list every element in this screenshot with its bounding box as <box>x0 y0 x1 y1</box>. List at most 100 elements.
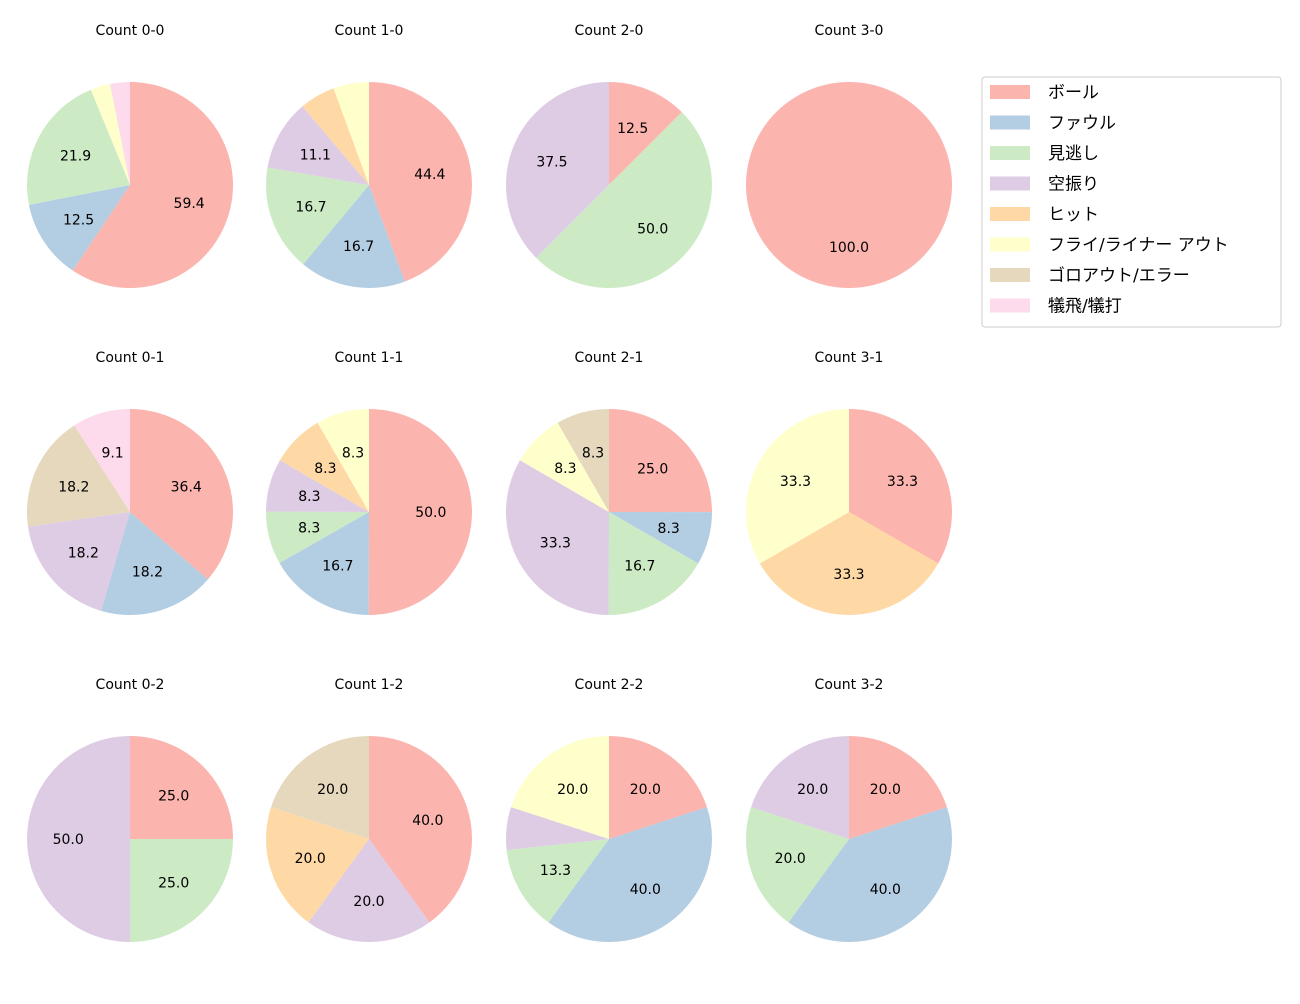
slice-label: 18.2 <box>58 479 89 495</box>
slice-label: 20.0 <box>630 782 661 798</box>
slice-label: 16.7 <box>624 559 655 575</box>
pie-count-2-1: Count 2-1 25.0 8.3 16.7 33.3 8.3 8.3 <box>506 350 712 616</box>
slice-label: 8.3 <box>582 445 604 461</box>
slice-label: 20.0 <box>797 782 828 798</box>
slice-2 <box>27 89 131 205</box>
pie-title: Count 2-1 <box>575 350 644 366</box>
slice-label: 8.3 <box>298 521 320 537</box>
slice-3 <box>267 106 369 185</box>
slice-label: 12.5 <box>63 212 94 228</box>
slice-3 <box>506 460 609 615</box>
slice-label: 36.4 <box>171 479 202 495</box>
slice-0 <box>72 82 233 288</box>
slice-4 <box>759 512 939 615</box>
slice-5 <box>511 736 609 839</box>
pie-count-1-1: Count 1-1 50.0 16.7 8.3 8.3 8.3 8.3 <box>266 350 472 615</box>
pie-title: Count 3-0 <box>815 23 884 39</box>
slice-2 <box>608 512 699 616</box>
slice-3 <box>28 512 130 611</box>
slice-2 <box>130 839 233 942</box>
pie-count-1-0: Count 1-0 44.4 16.7 16.7 11.1 <box>266 23 472 288</box>
slice-7 <box>110 82 130 185</box>
slice-7 <box>74 409 130 512</box>
slice-label: 40.0 <box>630 882 661 898</box>
slice-label: 33.3 <box>780 474 811 490</box>
legend-frame <box>981 76 1282 328</box>
slice-3 <box>266 460 369 512</box>
pie-count-3-0: Count 3-0 100.0 <box>746 23 952 288</box>
slice-label: 8.3 <box>298 489 320 505</box>
slice-label: 8.3 <box>342 445 364 461</box>
slice-6 <box>557 409 609 512</box>
slice-5 <box>519 422 609 512</box>
legend-label: 犠飛/犠打 <box>1048 297 1122 317</box>
legend-label: ゴロアウト/エラー <box>1048 265 1190 286</box>
slice-label: 37.5 <box>536 154 567 170</box>
slice-5 <box>745 409 849 564</box>
slice-label: 8.3 <box>314 461 336 477</box>
slice-label: 16.7 <box>343 239 374 255</box>
slice-label: 20.0 <box>870 782 901 798</box>
slice-6 <box>27 425 131 527</box>
slice-0 <box>609 736 707 839</box>
slice-5 <box>333 82 369 185</box>
pie-count-1-2: Count 1-2 40.0 20.0 20.0 20.0 <box>266 677 472 942</box>
slice-0 <box>130 409 234 580</box>
slice-6 <box>271 736 369 839</box>
slice-label: 20.0 <box>295 851 326 867</box>
slice-1 <box>28 185 130 271</box>
legend-label: ボール <box>1048 83 1099 103</box>
slice-label: 16.7 <box>295 199 326 215</box>
pie-count-3-2: Count 3-2 20.0 40.0 20.0 20.0 <box>746 677 952 942</box>
legend-swatch <box>990 268 1030 282</box>
slice-label: 50.0 <box>637 222 668 238</box>
slice-0 <box>746 82 952 288</box>
pie-title: Count 0-2 <box>96 677 165 693</box>
slice-1 <box>100 512 208 615</box>
slice-3 <box>308 839 430 942</box>
slice-label: 25.0 <box>158 788 189 804</box>
slice-1 <box>279 512 369 615</box>
slice-4 <box>279 422 369 512</box>
slice-4 <box>302 88 369 185</box>
slice-label: 20.0 <box>317 782 348 798</box>
legend-label: 空振り <box>1048 175 1099 195</box>
pie-title: Count 2-0 <box>575 23 644 39</box>
slice-label: 20.0 <box>557 782 588 798</box>
slice-3 <box>751 736 849 839</box>
slice-label: 59.4 <box>174 196 205 212</box>
slice-label: 25.0 <box>637 461 668 477</box>
legend-label: ヒット <box>1048 205 1099 225</box>
slice-label: 11.1 <box>300 147 331 163</box>
slice-0 <box>609 409 712 513</box>
slice-label: 18.2 <box>132 564 163 580</box>
slice-2 <box>266 511 369 563</box>
slice-label: 40.0 <box>870 882 901 898</box>
legend-label: フライ/ライナー アウト <box>1048 236 1229 256</box>
slice-3 <box>506 807 609 850</box>
slice-label: 33.3 <box>833 567 864 583</box>
pie-title: Count 3-2 <box>815 677 884 693</box>
slice-1 <box>788 807 952 942</box>
slice-label: 33.3 <box>887 474 918 490</box>
legend-swatch <box>990 237 1030 252</box>
slice-2 <box>746 807 849 923</box>
pie-title: Count 1-1 <box>335 350 404 366</box>
slice-3 <box>27 736 130 942</box>
legend-label: ファウル <box>1048 114 1116 134</box>
pie-count-0-2: Count 0-2 25.0 25.0 50.0 <box>27 677 233 942</box>
legend-swatch <box>990 146 1030 160</box>
pie-title: Count 1-2 <box>335 677 404 693</box>
pie-count-2-2: Count 2-2 20.0 40.0 13.3 20.0 <box>506 677 712 942</box>
legend-swatch <box>990 176 1030 191</box>
slice-5 <box>90 83 130 185</box>
legend-swatch <box>990 115 1030 130</box>
slice-5 <box>317 409 369 512</box>
slice-label: 50.0 <box>53 832 84 848</box>
slice-label: 44.4 <box>414 167 445 183</box>
slice-label: 12.5 <box>617 121 648 137</box>
slice-label: 16.7 <box>322 558 353 574</box>
